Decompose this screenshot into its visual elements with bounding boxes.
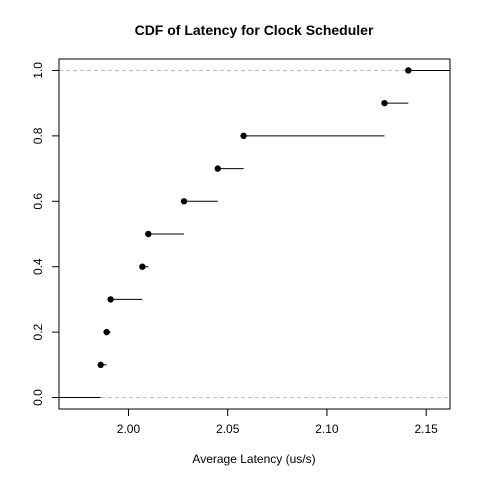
plot-frame (58, 58, 451, 410)
data-point-3 (139, 263, 146, 270)
data-point-0 (97, 361, 104, 369)
data-point-9 (405, 67, 412, 74)
data-point-8 (381, 99, 388, 107)
x-tick-label-2: 2.10 (315, 422, 339, 436)
x-tick-label-0: 2.00 (117, 422, 141, 436)
x-tick-label-1: 2.05 (216, 422, 240, 436)
reference-lines (59, 69, 450, 399)
y-tick-label-1: 0.2 (31, 323, 45, 340)
y-tick-label-5: 1.0 (31, 62, 45, 79)
chart-title: CDF of Latency for Clock Scheduler (135, 22, 374, 38)
y-axis: 0.0 0.2 0.4 0.6 0.8 1.0 (31, 62, 60, 406)
x-tick-label-3: 2.15 (415, 422, 439, 436)
y-tick-label-3: 0.6 (31, 193, 45, 210)
data-point-6 (214, 165, 221, 172)
y-tick-label-0: 0.0 (31, 389, 45, 406)
x-axis-label: Average Latency (us/s) (192, 452, 315, 466)
data-point-1 (103, 328, 110, 336)
y-tick-label-2: 0.4 (31, 258, 45, 275)
data-point-2 (107, 296, 114, 303)
data-point-7 (240, 132, 247, 140)
data-point-4 (145, 230, 152, 238)
step-segments (59, 69, 450, 399)
data-point-5 (180, 198, 188, 205)
y-tick-label-4: 0.8 (31, 127, 45, 144)
data-points (97, 67, 412, 369)
x-axis: 2.00 2.05 2.10 2.15 (117, 408, 439, 436)
